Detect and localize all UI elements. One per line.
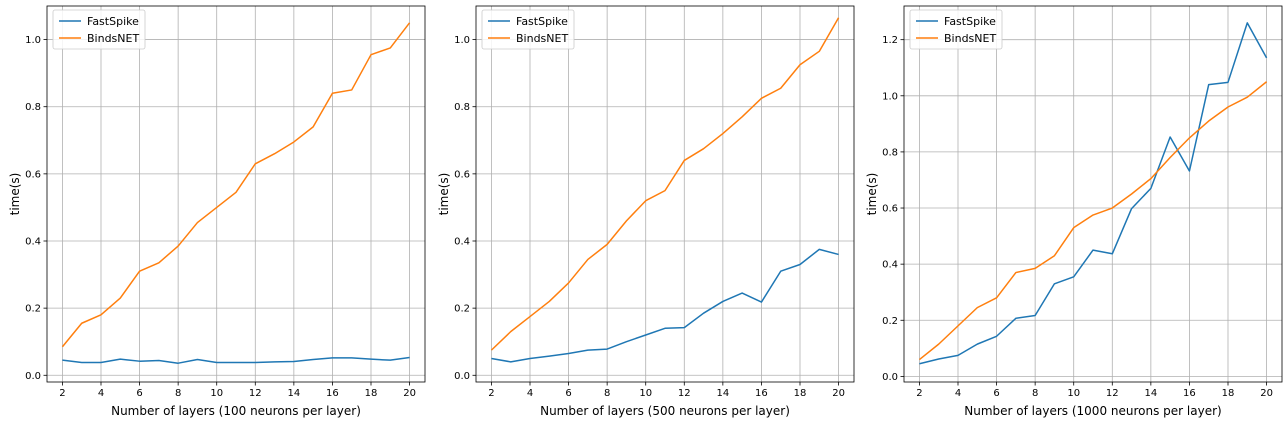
- x-tick-label: 6: [993, 388, 999, 399]
- axes-frame: [475, 5, 855, 383]
- y-tick-label: 0.4: [882, 260, 898, 271]
- legend: FastSpike BindsNET: [481, 9, 575, 50]
- x-axis-label: Number of layers (1000 neurons per layer…: [964, 404, 1221, 418]
- legend-label-fastspike: FastSpike: [944, 15, 996, 28]
- legend: FastSpike BindsNET: [909, 9, 1003, 50]
- x-tick-label: 2: [488, 388, 494, 399]
- y-axis-label: time(s): [8, 173, 22, 216]
- series-line-fastspike: [62, 356, 410, 364]
- legend-box: [909, 9, 1003, 50]
- x-tick-label: 16: [755, 388, 768, 399]
- x-tick-label: 16: [326, 388, 339, 399]
- x-tick-label: 20: [1260, 388, 1273, 399]
- x-tick-label: 8: [175, 388, 181, 399]
- y-tick-label: 0.4: [454, 237, 470, 248]
- y-tick-label: 0.6: [454, 169, 470, 180]
- legend-label-bindsnet: BindsNET: [944, 32, 996, 45]
- axes-frame: [903, 5, 1283, 383]
- series-line-fastspike: [919, 22, 1268, 365]
- x-axis-label: Number of layers (100 neurons per layer): [111, 404, 361, 418]
- y-tick-label: 1.2: [882, 35, 898, 46]
- x-axis-label: Number of layers (500 neurons per layer): [540, 404, 790, 418]
- x-tick-label: 14: [287, 388, 300, 399]
- y-tick-label: 0.2: [25, 304, 41, 315]
- x-tick-label: 12: [249, 388, 262, 399]
- x-tick-label: 6: [565, 388, 571, 399]
- y-tick-label: 1.0: [454, 35, 470, 46]
- y-tick-label: 0.8: [25, 102, 41, 113]
- grid: [476, 6, 854, 382]
- x-tick-label: 2: [916, 388, 922, 399]
- x-tick-label: 4: [955, 388, 961, 399]
- x-tick-label: 12: [1106, 388, 1119, 399]
- legend-label-fastspike: FastSpike: [87, 15, 139, 28]
- x-tick-label: 20: [832, 388, 845, 399]
- legend-box: [52, 9, 146, 50]
- legend-label-bindsnet: BindsNET: [87, 32, 139, 45]
- x-tick-label: 10: [1067, 388, 1080, 399]
- legend-box: [481, 9, 575, 50]
- legend-label-fastspike: FastSpike: [516, 15, 568, 28]
- x-tick-label: 18: [794, 388, 807, 399]
- x-tick-label: 6: [136, 388, 142, 399]
- y-tick-label: 0.0: [882, 372, 898, 383]
- x-tick-label: 20: [403, 388, 416, 399]
- y-tick-label: 0.0: [25, 371, 41, 382]
- series-line-fastspike: [491, 248, 839, 363]
- chart-panel-2: 2 4 6 8 10 12 14 16 18 20 0.0 0.2 0.4 0.6 0.8 1.0 Number…: [437, 5, 855, 418]
- x-tick-label: 8: [604, 388, 610, 399]
- x-tick-label: 10: [210, 388, 223, 399]
- x-tick-label: 2: [59, 388, 65, 399]
- y-tick-label: 0.8: [882, 147, 898, 158]
- grid: [47, 6, 425, 382]
- x-tick-label: 12: [678, 388, 691, 399]
- x-tick-label: 4: [527, 388, 533, 399]
- chart-panel-1: 2 4 6 8 10 12 14 16 18 20 0.0 0.2 0.4 0.6 0.8 1.0 Number…: [8, 5, 426, 418]
- y-tick-label: 0.8: [454, 102, 470, 113]
- x-tick-label: 4: [98, 388, 104, 399]
- y-tick-label: 0.4: [25, 237, 41, 248]
- x-tick-label: 14: [716, 388, 729, 399]
- legend-label-bindsnet: BindsNET: [516, 32, 568, 45]
- x-tick-label: 14: [1144, 388, 1157, 399]
- x-tick-label: 8: [1032, 388, 1038, 399]
- x-tick-label: 18: [365, 388, 378, 399]
- axes-frame: [46, 5, 426, 383]
- y-tick-label: 1.0: [25, 35, 41, 46]
- y-tick-label: 1.0: [882, 91, 898, 102]
- y-tick-label: 0.6: [25, 169, 41, 180]
- grid: [904, 6, 1282, 382]
- y-tick-label: 0.6: [882, 204, 898, 215]
- legend: FastSpike BindsNET: [52, 9, 146, 50]
- series-line-bindsnet: [918, 81, 1268, 361]
- y-tick-label: 0.2: [882, 316, 898, 327]
- y-axis-label: time(s): [437, 173, 451, 216]
- y-tick-label: 0.0: [454, 371, 470, 382]
- x-tick-label: 16: [1183, 388, 1196, 399]
- series-line-bindsnet: [490, 17, 840, 351]
- y-tick-label: 0.2: [454, 304, 470, 315]
- chart-panel-3: 2 4 6 8 10 12 14 16 18 20 0.0 0.2 0.4 0.6 0.8 1.0 1.2 Num…: [865, 5, 1283, 418]
- x-tick-label: 18: [1222, 388, 1235, 399]
- y-axis-label: time(s): [865, 173, 879, 216]
- x-tick-label: 10: [639, 388, 652, 399]
- series-line-bindsnet: [61, 22, 411, 348]
